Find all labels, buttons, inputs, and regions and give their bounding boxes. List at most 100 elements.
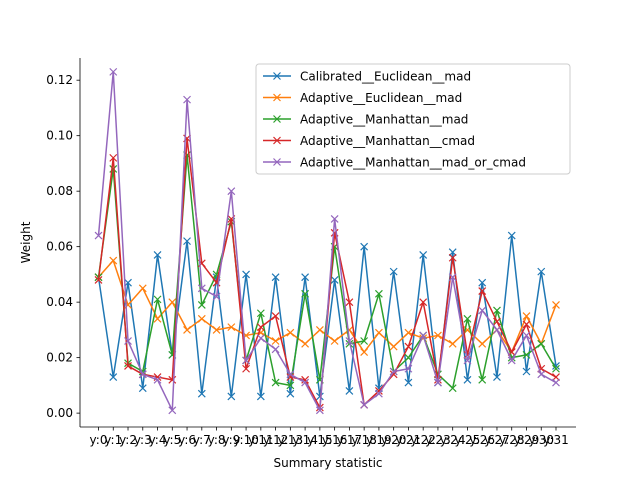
data-point bbox=[360, 400, 369, 409]
series-line bbox=[97, 137, 557, 409]
legend-item: Adaptive__Euclidean__mad bbox=[263, 91, 462, 105]
legend: Calibrated__Euclidean__mad Adaptive__Eucl… bbox=[255, 63, 571, 175]
x-tick-label: y:25 bbox=[455, 433, 481, 447]
x-tick-label: y:20 bbox=[381, 433, 407, 447]
data-point bbox=[404, 378, 413, 387]
data-point bbox=[537, 267, 546, 276]
data-point bbox=[434, 378, 442, 387]
data-point bbox=[153, 251, 162, 259]
data-point bbox=[552, 364, 560, 373]
data-point bbox=[138, 370, 147, 379]
data-point bbox=[404, 328, 413, 337]
legend-label: Adaptive__Euclidean__mad bbox=[300, 91, 462, 105]
y-axis-title: Weight bbox=[19, 221, 33, 263]
data-point bbox=[124, 337, 132, 345]
data-point bbox=[138, 384, 147, 393]
data-point bbox=[404, 353, 413, 362]
data-point bbox=[374, 389, 383, 398]
data-point bbox=[124, 362, 132, 370]
data-point bbox=[256, 323, 265, 332]
data-point bbox=[315, 406, 324, 415]
series-line bbox=[97, 71, 557, 412]
data-point bbox=[522, 350, 531, 359]
x-tick-label: y:14 bbox=[292, 433, 318, 447]
data-point bbox=[552, 373, 560, 381]
data-point bbox=[109, 256, 118, 265]
x-tick-label: y:16 bbox=[322, 433, 348, 447]
legend-label: Adaptive__Manhattan__cmad bbox=[300, 134, 475, 148]
data-point bbox=[478, 306, 487, 315]
data-point bbox=[138, 284, 147, 293]
data-point bbox=[374, 387, 383, 395]
data-point bbox=[227, 323, 236, 332]
data-point bbox=[404, 364, 413, 373]
data-point bbox=[345, 337, 354, 345]
x-tick-label: y:24 bbox=[440, 433, 466, 447]
data-point bbox=[183, 325, 191, 334]
data-point bbox=[419, 331, 428, 340]
data-point bbox=[212, 292, 221, 301]
data-point bbox=[168, 298, 177, 307]
data-point bbox=[315, 325, 324, 334]
data-point bbox=[493, 373, 501, 381]
y-tick-label: 0.06 bbox=[46, 240, 73, 254]
legend-item: Adaptive__Manhattan__mad bbox=[263, 113, 468, 127]
data-point bbox=[227, 187, 236, 196]
x-tick-label: y:18 bbox=[351, 433, 377, 447]
data-point bbox=[286, 389, 295, 398]
legend-label: Calibrated__Euclidean__mad bbox=[300, 70, 471, 84]
data-point bbox=[448, 339, 457, 348]
data-point bbox=[227, 392, 236, 401]
data-point bbox=[463, 356, 472, 365]
x-axis: y:0y:1y:2y:3y:4y:5y:6y:7y:8y:9y:10y:11y:… bbox=[80, 426, 576, 447]
x-tick-label: y:0 bbox=[90, 433, 108, 447]
data-point bbox=[522, 367, 531, 376]
x-tick-label: y:23 bbox=[425, 433, 451, 447]
data-point bbox=[389, 342, 398, 351]
data-point bbox=[493, 325, 501, 334]
x-tick-label: y:10 bbox=[233, 433, 259, 447]
x-tick-label: y:22 bbox=[410, 433, 436, 447]
data-point bbox=[197, 284, 206, 293]
data-point bbox=[493, 306, 501, 315]
data-point bbox=[463, 375, 472, 384]
x-tick-label: y:2 bbox=[119, 433, 137, 447]
data-point bbox=[271, 312, 280, 320]
y-tick-label: 0.10 bbox=[46, 129, 73, 143]
data-point bbox=[330, 214, 339, 223]
data-point bbox=[448, 248, 457, 257]
data-point bbox=[168, 375, 177, 384]
data-point bbox=[360, 348, 369, 357]
data-point bbox=[183, 237, 191, 246]
x-tick-label: y:28 bbox=[499, 433, 525, 447]
x-tick-label: y:30 bbox=[528, 433, 554, 447]
data-point bbox=[374, 328, 383, 337]
data-point bbox=[419, 298, 428, 307]
x-tick-label: y:11 bbox=[248, 433, 274, 447]
data-point bbox=[153, 314, 162, 323]
x-tick-label: y:8 bbox=[208, 433, 226, 447]
data-point bbox=[419, 251, 428, 259]
legend-marker bbox=[273, 115, 281, 123]
data-point bbox=[301, 339, 310, 348]
series-line bbox=[97, 154, 557, 389]
data-point bbox=[478, 375, 487, 384]
data-point bbox=[271, 337, 280, 345]
series-2 bbox=[94, 151, 560, 393]
data-point bbox=[478, 339, 487, 348]
x-tick-label: y:4 bbox=[149, 433, 167, 447]
data-point bbox=[345, 387, 354, 395]
data-point bbox=[448, 273, 457, 282]
legend-box bbox=[255, 63, 571, 175]
x-tick-label: y:15 bbox=[307, 433, 333, 447]
data-point bbox=[197, 389, 206, 398]
legend-label: Adaptive__Manhattan__mad_or_cmad bbox=[300, 156, 526, 170]
data-point bbox=[109, 373, 118, 381]
data-point bbox=[286, 328, 295, 337]
data-point bbox=[242, 356, 251, 365]
x-tick-label: y:5 bbox=[163, 433, 181, 447]
data-point bbox=[183, 95, 191, 104]
data-point bbox=[271, 378, 280, 387]
x-tick-label: y:7 bbox=[193, 433, 211, 447]
y-tick-label: 0.00 bbox=[46, 406, 73, 420]
